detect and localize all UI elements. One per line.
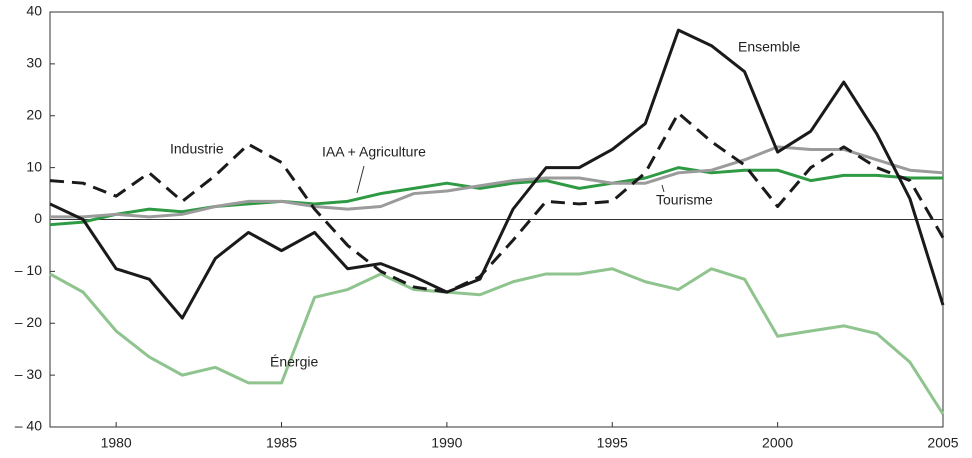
series-label: Tourisme [656, 192, 713, 208]
leader-line [356, 165, 365, 194]
y-tick-label: 20 [26, 106, 42, 122]
y-tick-label: 40 [26, 3, 42, 19]
x-tick-label: 1985 [266, 435, 297, 451]
y-tick-label: – 10 [15, 262, 42, 278]
x-tick-label: 1995 [597, 435, 628, 451]
series-label: Industrie [170, 141, 224, 157]
x-tick-label: 1980 [101, 435, 132, 451]
leader-line [661, 184, 665, 193]
series-label: Ensemble [738, 39, 800, 55]
series-line [49, 166, 943, 227]
y-tick-label: 30 [26, 55, 42, 71]
series-line [50, 145, 944, 219]
series-line [49, 111, 945, 294]
y-tick-label: 10 [26, 158, 42, 174]
x-tick-label: 2000 [762, 435, 793, 451]
x-tick-label: 1990 [431, 435, 462, 451]
series-line [49, 28, 945, 320]
y-tick-label: 0 [34, 210, 42, 226]
y-tick-label: – 20 [15, 314, 42, 330]
series-line [49, 267, 945, 415]
y-tick-label: – 30 [15, 366, 42, 382]
series-label: IAA + Agriculture [322, 144, 426, 160]
x-tick-label: 2005 [927, 435, 958, 451]
y-tick-label: – 40 [15, 418, 42, 434]
series-label: Énergie [270, 354, 318, 370]
